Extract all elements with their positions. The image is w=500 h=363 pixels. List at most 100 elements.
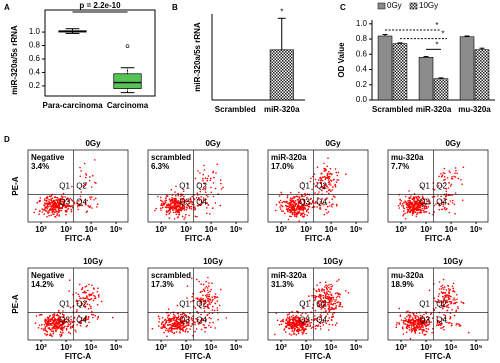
event-dot [316,290,318,293]
event-dot [321,179,324,182]
event-dot [423,208,426,210]
event-dot [443,329,445,331]
event-dot [58,327,60,330]
event-dot [290,200,293,202]
event-dot [281,205,284,208]
event-dot [300,202,303,204]
event-dot [284,331,287,333]
bar [433,78,449,101]
event-dot [276,319,279,322]
event-dot [398,207,401,209]
event-dot [90,186,93,188]
event-dot [332,186,334,188]
event-dot [441,295,444,298]
event-dot [397,204,400,207]
event-dot [421,209,423,212]
event-dot [182,200,184,203]
event-dot [177,211,179,214]
event-dot [303,195,305,198]
event-dot [453,203,456,206]
event-dot [183,201,186,203]
event-dot [301,195,304,198]
event-dot [447,284,449,287]
event-dot [54,323,57,326]
quadrant-label: Q2 [316,300,327,309]
event-dot [163,331,165,334]
event-dot [194,330,196,333]
x-tick-label: 10⁵ [230,343,243,352]
event-dot [311,201,314,204]
event-dot [447,322,450,324]
event-dot [427,328,430,330]
event-dot [87,307,90,310]
event-dot [69,306,72,309]
event-dot [336,205,338,207]
event-dot [211,296,213,299]
x-tick-label: Scrambled [372,105,413,114]
event-dot [95,197,97,200]
event-dot [326,174,329,177]
y-axis-label: PE-A [11,176,20,195]
event-dot [329,291,331,293]
event-dot [189,328,191,330]
event-dot [294,196,297,198]
x-tick-label: 10³ [420,225,432,234]
event-dot [335,203,338,206]
percent-label: 17.0% [271,162,294,171]
event-dot [56,214,58,216]
event-dot [300,208,303,210]
event-dot [296,319,298,322]
event-dot [337,293,340,296]
event-dot [327,157,329,159]
event-dot [93,297,96,300]
quadrant-label: Q3 [299,316,310,325]
event-dot [302,209,305,212]
event-dot [220,288,222,291]
quadrant-label: Q4 [316,198,327,207]
event-dot [88,293,90,296]
event-dot [58,209,61,212]
event-dot [197,170,199,172]
y-tick-label: 0.8 [356,34,368,43]
event-dot [68,201,71,203]
event-dot [404,323,407,326]
event-dot [328,309,331,312]
event-dot [203,310,206,312]
event-dot [289,215,291,218]
event-dot [55,204,57,206]
event-dot [59,199,62,201]
event-dot [44,199,46,202]
event-dot [328,201,331,204]
event-dot [293,201,295,203]
event-dot [287,218,290,221]
x-axis-label: FITC-A [65,234,91,243]
event-dot [165,329,167,332]
event-dot [291,203,294,206]
event-dot [424,333,427,336]
event-dot [413,313,415,316]
event-dot [339,303,342,306]
event-dot [285,326,287,328]
event-dot [214,293,217,295]
event-dot [63,201,65,203]
event-dot [305,325,307,328]
event-dot [48,214,50,217]
event-dot [94,314,97,317]
event-dot [184,216,186,219]
event-dot [203,326,206,329]
event-dot [450,302,453,304]
sample-label: Negative [31,271,65,280]
event-dot [324,178,327,181]
event-dot [306,325,309,327]
event-dot [185,329,187,331]
event-dot [292,314,294,317]
event-dot [179,208,182,210]
event-dot [188,206,191,209]
event-dot [323,170,325,172]
event-dot [37,327,40,329]
event-dot [328,307,331,309]
legend-swatch [377,2,386,10]
event-dot [182,190,185,193]
event-dot [447,296,450,299]
event-dot [429,202,432,204]
